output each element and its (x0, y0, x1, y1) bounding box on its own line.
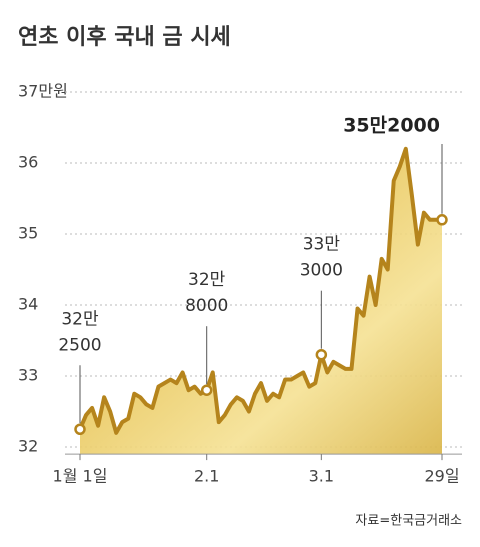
x-tick-label: 3.1 (309, 467, 334, 486)
point-marker (74, 423, 86, 435)
x-tick-label: 1월 1일 (53, 467, 108, 486)
y-tick-label: 35 (18, 224, 38, 243)
point-marker (436, 214, 448, 226)
value-label: 2500 (58, 335, 101, 355)
point-marker (200, 384, 213, 396)
value-label: 35만2000 (343, 115, 440, 137)
y-tick-label: 36 (18, 153, 38, 172)
value-label: 8000 (185, 296, 228, 316)
y-tick-label: 32 (18, 437, 38, 456)
price-line (78, 146, 442, 435)
point-marker (315, 348, 328, 361)
area (80, 148, 442, 455)
value-label: 3000 (300, 261, 343, 281)
x-tick-label: 2.1 (194, 467, 219, 486)
y-tick-label: 33 (18, 366, 38, 385)
x-tick-label: 29일 (424, 467, 459, 486)
y-tick-label: 37만원 (18, 82, 68, 101)
value-label: 33만 (303, 235, 341, 255)
source: 자료=한국금거래소 (355, 514, 462, 529)
y-tick-label: 34 (18, 295, 38, 314)
value-label: 32만 (188, 270, 226, 290)
chart-title: 연초 이후 국내 금 시세 (18, 25, 231, 50)
value-label: 32만 (61, 309, 99, 329)
